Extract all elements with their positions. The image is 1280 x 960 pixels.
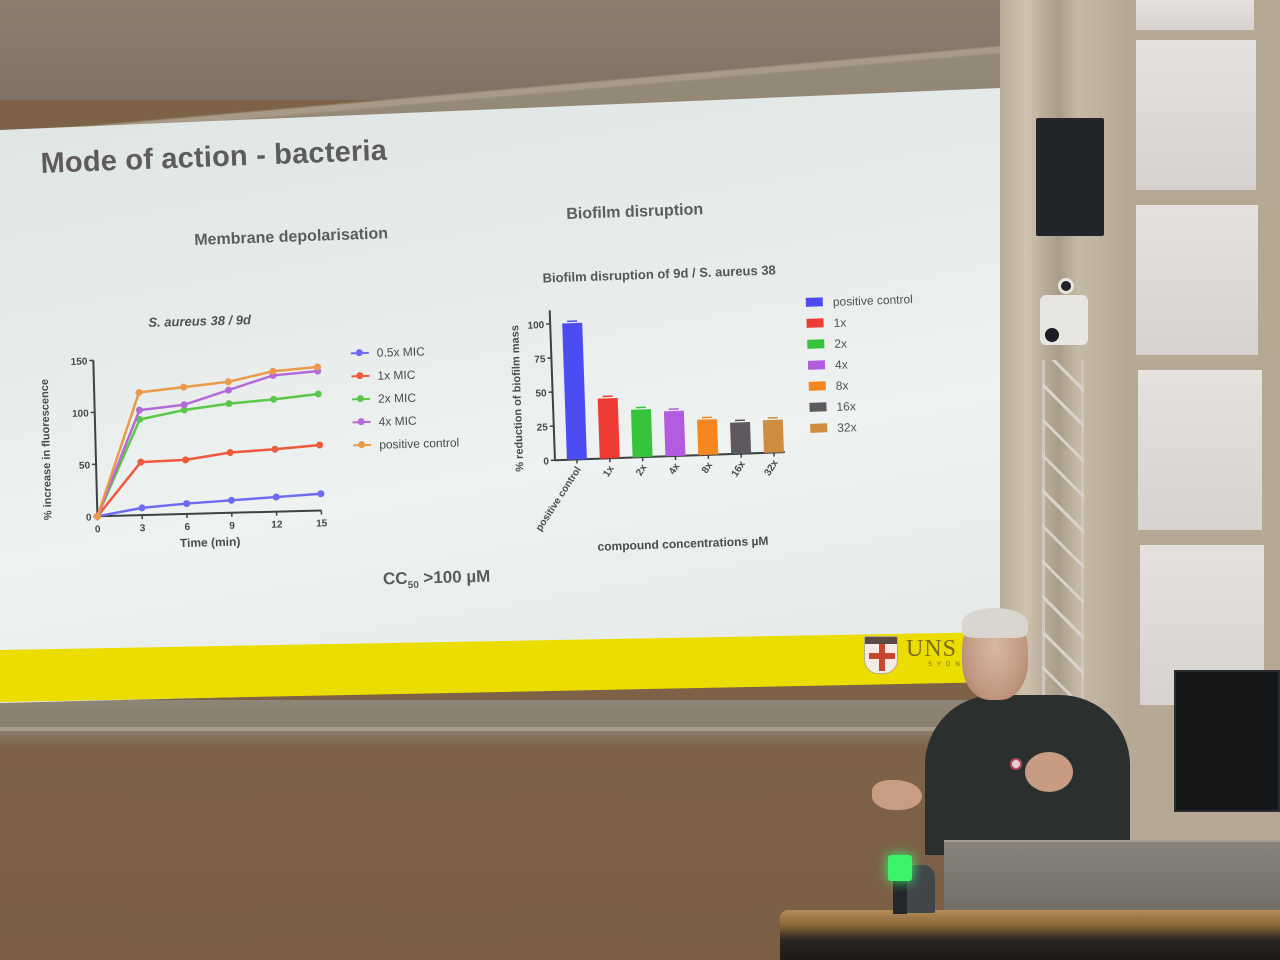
presenter-right-hand [1025,752,1073,792]
svg-text:32x: 32x [763,458,782,478]
legend-label: 16x [836,398,857,414]
svg-text:16x: 16x [730,459,749,479]
legend-label: 8x [835,377,849,393]
legend-label: 4x [834,356,848,372]
window [1128,0,1280,960]
legend-label: 0.5x MIC [376,343,425,360]
legend-marker-icon [350,351,369,354]
legend-label: 4x MIC [378,413,417,429]
unsw-crest-icon [864,636,898,674]
svg-text:15: 15 [316,518,328,529]
line-chart-legend: 0.5x MIC 1x MIC 2x MIC 4x MIC positive contr… [350,339,460,457]
ptz-camera [1040,275,1088,355]
wall-rail [0,727,1000,731]
legend-swatch-icon [808,381,826,391]
legend-label: 1x [833,315,847,330]
svg-text:% increase in fluorescence: % increase in fluorescence [39,379,55,521]
legend-swatch-icon [806,318,824,328]
svg-text:4x: 4x [667,461,683,477]
svg-text:100: 100 [72,408,89,419]
desk [780,910,1280,960]
legend-marker-icon [352,420,371,423]
svg-text:3: 3 [140,523,146,534]
bar-chart: Biofilm disruption of 9d / S. aureus 38 … [500,252,810,562]
legend-swatch-icon [805,297,823,307]
legend-label: 2x [834,335,848,351]
svg-text:75: 75 [534,354,546,365]
legend-label: 32x [836,419,857,435]
wall-speaker [1036,118,1104,236]
svg-text:9: 9 [229,521,235,532]
legend-label: 2x MIC [377,390,417,406]
svg-text:25: 25 [537,422,549,433]
svg-text:% reduction of biofilm mass: % reduction of biofilm mass [509,325,526,472]
lamp-stand [893,878,907,914]
legend-marker-icon [351,374,370,377]
line-chart: S. aureus 38 / 9d 0 50 100 150 0 3 6 9 12 15 Time … [30,302,346,560]
legend-swatch-icon [810,423,828,433]
presenter-left-hand [872,780,922,810]
logo-wordmark: UNS [906,636,958,662]
line-legend-item: 0.5x MIC [350,339,458,365]
lectern [944,840,1280,920]
svg-text:8x: 8x [700,460,716,476]
bar-legend-item: 32x [810,414,918,439]
svg-text:150: 150 [71,357,88,368]
legend-swatch-icon [807,360,826,370]
line-legend-item: 1x MIC [351,362,458,388]
line-legend-item: 2x MIC [351,385,459,411]
svg-text:50: 50 [79,460,91,471]
pin-badge-icon [1010,758,1022,770]
svg-text:Time (min): Time (min) [180,535,241,551]
line-legend-item: positive control [353,431,460,457]
svg-text:50: 50 [535,388,547,399]
svg-text:2x: 2x [634,462,650,478]
legend-swatch-icon [807,339,825,349]
projection-screen [0,88,1000,703]
legend-label: 1x MIC [377,367,416,383]
bar-chart-legend: positive control 1x 2x 4x 8x 16x 32x [805,288,917,439]
svg-text:6: 6 [184,522,190,533]
legend-label: positive control [832,291,914,309]
green-indicator-light-icon [888,855,912,881]
legend-marker-icon [353,443,372,446]
unsw-logo: UNS SYDN [864,636,965,674]
logo-subtext: SYDN [928,662,965,668]
cc50-note: CC50 >100 µM [382,566,491,592]
lighting-truss [1042,360,1084,700]
monitor-screen [1174,670,1280,812]
line-legend-item: 4x MIC [352,408,459,434]
svg-text:0: 0 [95,524,101,535]
svg-text:1x: 1x [601,463,617,479]
bar-chart-plot: 0 25 50 75 100 positive control 1x 2x 4x 8x 16x 32x… [509,310,785,554]
svg-text:100: 100 [527,320,544,332]
legend-swatch-icon [809,402,827,412]
line-chart-plot: 0 50 100 150 0 3 6 9 12 15 Time (min) % increase in… [39,357,328,551]
legend-marker-icon [351,397,371,400]
svg-text:compound concentrations µM: compound concentrations µM [597,534,768,554]
svg-text:0: 0 [86,512,92,523]
presenter-hair [962,608,1028,638]
svg-text:positive control: positive control [534,465,584,534]
svg-text:12: 12 [271,519,283,530]
svg-text:0: 0 [543,456,549,467]
legend-label: positive control [379,435,460,452]
